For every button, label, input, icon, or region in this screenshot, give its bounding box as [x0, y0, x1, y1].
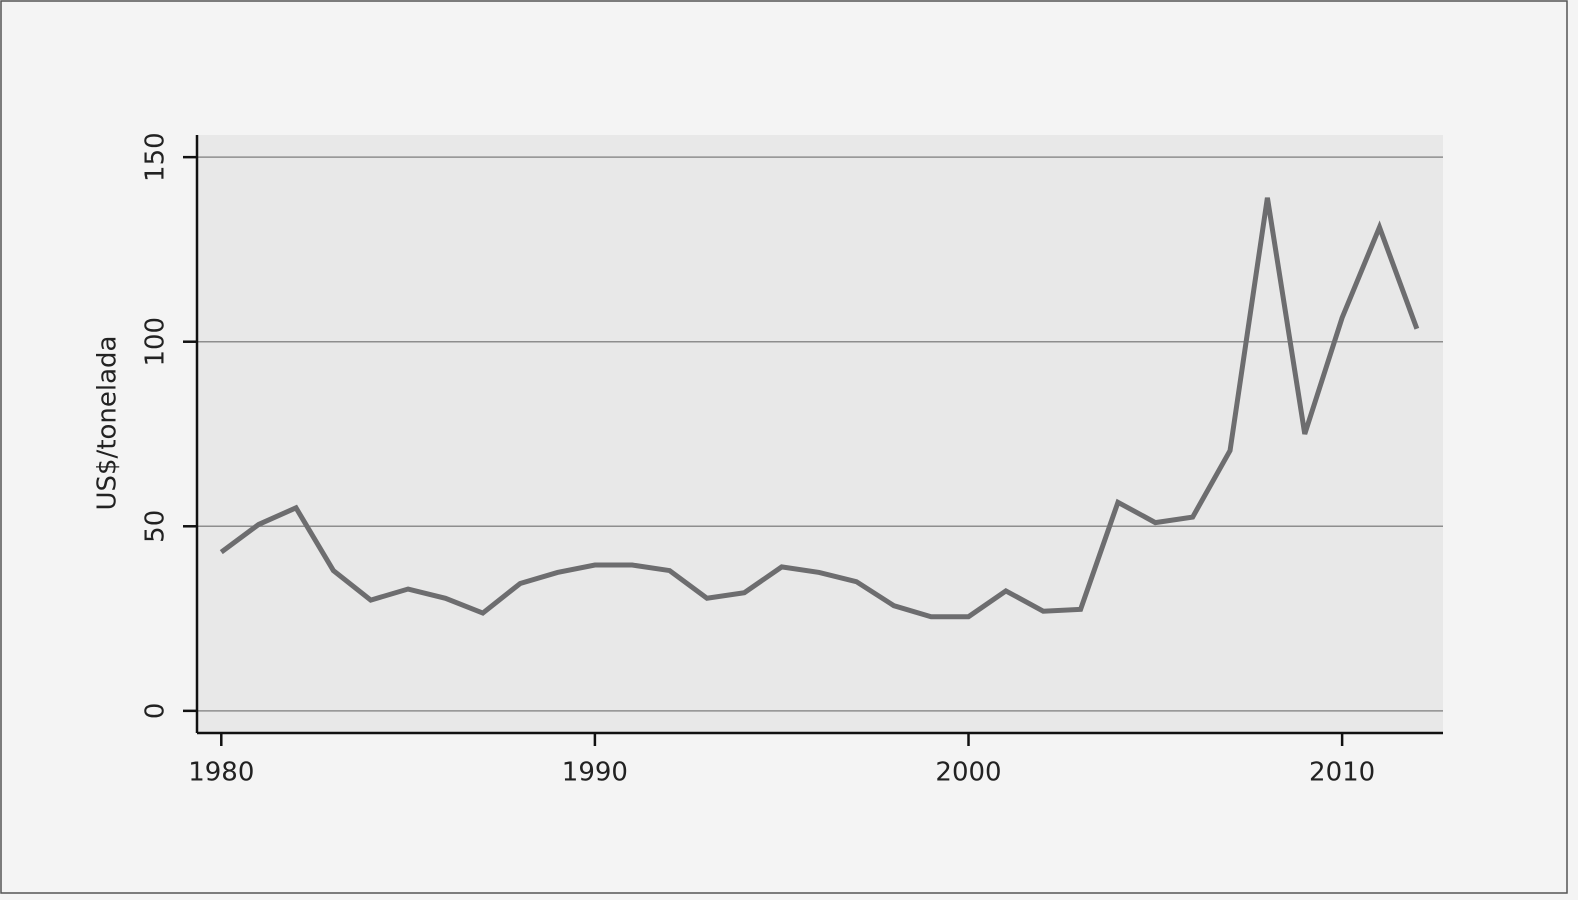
y-tick-label: 0 [141, 703, 171, 720]
y-tick-label: 150 [141, 132, 171, 182]
x-tick-label: 2010 [1309, 758, 1375, 788]
plot-area [197, 135, 1443, 733]
line [219, 197, 1420, 620]
x-tick-label: 1990 [562, 758, 628, 788]
y-tick-label: 50 [141, 510, 171, 543]
y-axis-label: US$/tonelada [93, 335, 123, 510]
x-tick-label: 2000 [935, 758, 1001, 788]
y-tick-label: 100 [141, 317, 171, 367]
grid: 0 50 100 150 1980 1990 2000 2010 [141, 132, 1443, 788]
plot [219, 197, 1420, 620]
x-tick-label: 1980 [188, 758, 254, 788]
